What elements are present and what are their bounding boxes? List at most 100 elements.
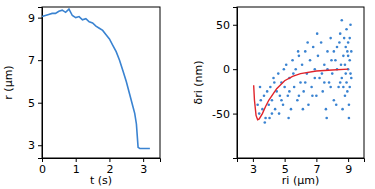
point: [346, 50, 349, 53]
point: [274, 108, 277, 111]
tick: 0: [39, 158, 46, 176]
tick-label: 3: [28, 139, 35, 152]
tick: 7: [28, 54, 42, 67]
point: [298, 95, 301, 98]
line: [254, 69, 348, 120]
axis-line: [238, 159, 365, 163]
point: [330, 59, 333, 62]
point: [348, 103, 351, 106]
point: [263, 95, 266, 98]
point: [279, 95, 282, 98]
point: [287, 117, 290, 120]
point: [321, 90, 324, 93]
tick: -50: [212, 108, 237, 121]
point: [306, 41, 309, 44]
point: [328, 81, 331, 84]
point: [333, 99, 336, 102]
point: [263, 121, 266, 124]
tick: 0: [223, 63, 237, 76]
point: [326, 50, 329, 53]
point: [266, 90, 269, 93]
point: [296, 99, 299, 102]
point: [339, 32, 342, 35]
point: [342, 86, 345, 89]
point: [298, 55, 301, 58]
point: [333, 50, 336, 53]
point: [323, 63, 326, 66]
point: [323, 81, 326, 84]
point: [329, 86, 332, 89]
tick-mark: [233, 114, 237, 115]
point: [337, 86, 340, 89]
point: [344, 95, 347, 98]
y-axis: -50 0 50: [212, 8, 237, 159]
point: [287, 95, 290, 98]
point: [258, 112, 261, 115]
point: [307, 103, 310, 106]
point: [304, 50, 307, 53]
point: [269, 86, 272, 89]
tick-mark: [348, 158, 349, 162]
point: [317, 55, 320, 58]
tick-label: 5: [28, 97, 35, 110]
tick: 1: [73, 158, 80, 176]
tick: 50: [216, 19, 237, 32]
point: [341, 108, 344, 111]
tick-mark: [233, 25, 237, 26]
point: [290, 108, 293, 111]
point: [313, 77, 316, 80]
point: [267, 103, 270, 106]
point: [302, 108, 305, 111]
point: [321, 72, 324, 75]
point: [331, 72, 334, 75]
tick: 5: [28, 97, 42, 110]
point: [325, 117, 328, 120]
axis-line: [43, 159, 161, 163]
tick-label: 9: [28, 12, 35, 25]
point: [310, 86, 313, 89]
point: [271, 112, 274, 115]
plot-frame: [42, 7, 160, 158]
point: [347, 55, 350, 58]
tick-mark: [76, 158, 77, 162]
point: [283, 86, 286, 89]
point: [278, 112, 281, 115]
point: [350, 50, 353, 53]
marks: [254, 19, 353, 124]
tick-label: 0: [39, 163, 46, 176]
tick-label: -50: [212, 108, 230, 121]
tick: 3: [250, 158, 257, 176]
point: [320, 41, 323, 44]
point: [271, 99, 274, 102]
y-axis-title: r (μm): [2, 65, 15, 99]
point: [301, 63, 304, 66]
tick: 9: [345, 158, 352, 176]
point: [302, 90, 305, 93]
point: [344, 46, 347, 49]
y-axis-title: δri (nm): [192, 60, 205, 104]
point: [277, 72, 280, 75]
tick-label: 50: [216, 19, 230, 32]
point: [348, 86, 351, 89]
point: [313, 68, 316, 71]
y-axis: 3 5 7 9: [28, 8, 43, 159]
point: [342, 55, 345, 58]
plot-frame: [237, 7, 364, 158]
point: [325, 108, 328, 111]
point: [345, 28, 348, 31]
x-axis-title: ri (μm): [282, 174, 319, 187]
figure: 01233579t (s)r (μm)3579-50050ri (μm)δri …: [0, 0, 375, 189]
point: [348, 117, 351, 120]
tick-label: 3: [140, 163, 147, 176]
tick-mark: [233, 69, 237, 70]
point: [288, 90, 291, 93]
tick-mark: [109, 158, 110, 162]
point: [338, 41, 341, 44]
point: [318, 77, 321, 80]
point: [292, 72, 295, 75]
point: [348, 37, 351, 40]
point: [349, 72, 352, 75]
tick-label: 7: [28, 54, 35, 67]
tick: 3: [140, 158, 147, 176]
tick-mark: [38, 145, 42, 146]
